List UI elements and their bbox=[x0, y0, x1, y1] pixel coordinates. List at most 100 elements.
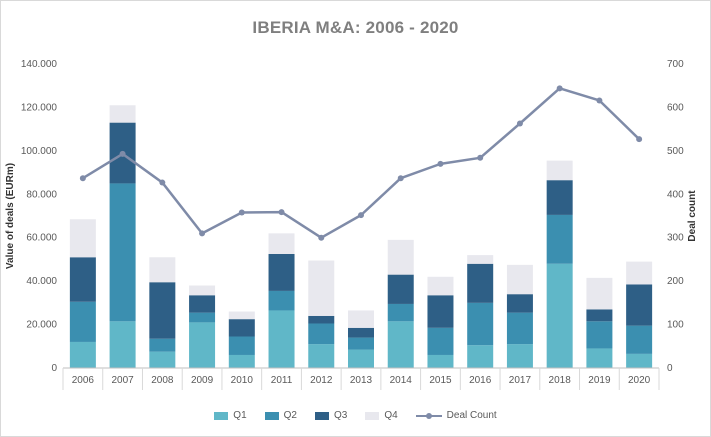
x-tick-label: 2013 bbox=[350, 375, 373, 386]
bar-q1 bbox=[228, 354, 255, 368]
bar-q2 bbox=[149, 338, 176, 352]
y-tick-label: 100.000 bbox=[21, 146, 58, 157]
bar-q4 bbox=[626, 261, 653, 285]
bar-q3 bbox=[348, 327, 374, 338]
bar-q2 bbox=[546, 214, 573, 264]
bar-q3 bbox=[546, 180, 573, 215]
legend-swatch-q2 bbox=[264, 411, 279, 420]
bar-q2 bbox=[506, 312, 533, 345]
bar-q4 bbox=[387, 239, 414, 275]
legend-label-q4: Q4 bbox=[384, 410, 398, 421]
bar-q4 bbox=[149, 257, 176, 283]
y-tick-label: 0 bbox=[51, 363, 57, 374]
bar-q2 bbox=[228, 336, 255, 355]
legend-item-deal-count: Deal Count bbox=[415, 410, 497, 421]
y-tick-label: 120.000 bbox=[21, 102, 58, 113]
x-tick-label: 2007 bbox=[111, 375, 134, 386]
bar-q2 bbox=[387, 303, 414, 322]
y-tick-label: 80.000 bbox=[26, 189, 57, 200]
bar-q3 bbox=[626, 284, 653, 326]
deal-count-point bbox=[556, 85, 563, 92]
bar-q1 bbox=[506, 344, 533, 368]
deal-count-point bbox=[159, 179, 166, 186]
y-tick-label: 140.000 bbox=[21, 59, 58, 70]
bar-q4 bbox=[348, 310, 374, 328]
x-tick-label: 2010 bbox=[231, 375, 254, 386]
bar-q3 bbox=[467, 263, 494, 303]
bar-q3 bbox=[506, 294, 533, 313]
bar-q1 bbox=[546, 263, 573, 368]
y2-tick-label: 400 bbox=[667, 189, 684, 200]
legend-item-q3: Q3 bbox=[314, 410, 348, 421]
deal-count-point bbox=[119, 150, 126, 157]
y2-tick-label: 600 bbox=[667, 102, 684, 113]
y-tick-label: 20.000 bbox=[26, 320, 57, 331]
legend-swatch-deal-count bbox=[415, 412, 442, 420]
bar-q1 bbox=[586, 348, 613, 368]
deal-count-point bbox=[516, 120, 523, 127]
bar-q1 bbox=[427, 354, 454, 368]
deal-count-point bbox=[79, 175, 86, 182]
legend-item-q1: Q1 bbox=[214, 410, 247, 421]
bar-q2 bbox=[348, 337, 374, 350]
legend-item-q4: Q4 bbox=[365, 410, 398, 421]
x-tick-label: 2008 bbox=[151, 375, 174, 386]
bar-q1 bbox=[308, 344, 335, 368]
bar-q3 bbox=[228, 319, 255, 337]
bar-q2 bbox=[268, 290, 295, 311]
legend-label-q2: Q2 bbox=[283, 410, 297, 421]
bar-q1 bbox=[626, 353, 653, 368]
y2-tick-label: 700 bbox=[667, 59, 684, 70]
bar-q4 bbox=[506, 264, 533, 295]
x-tick-label: 2020 bbox=[628, 375, 651, 386]
legend-label-q3: Q3 bbox=[333, 410, 348, 421]
bar-q3 bbox=[427, 295, 454, 328]
x-tick-label: 2009 bbox=[191, 375, 214, 386]
y-tick-label: 60.000 bbox=[26, 233, 57, 244]
y-tick-label: 40.000 bbox=[26, 276, 57, 287]
bar-q1 bbox=[268, 310, 295, 368]
bar-q1 bbox=[189, 322, 216, 368]
bar-q1 bbox=[467, 345, 494, 368]
x-tick-label: 2012 bbox=[310, 375, 333, 386]
y2-tick-label: 100 bbox=[667, 320, 684, 331]
bar-q4 bbox=[228, 311, 255, 320]
y-axis-title: Value of deals (EURm) bbox=[5, 163, 16, 269]
bar-q3 bbox=[69, 257, 96, 302]
deal-count-point bbox=[397, 175, 404, 182]
bar-q1 bbox=[387, 321, 414, 368]
bar-q4 bbox=[268, 233, 295, 254]
x-tick-label: 2014 bbox=[390, 375, 413, 386]
legend-label-q1: Q1 bbox=[233, 410, 247, 421]
bar-q3 bbox=[149, 282, 176, 339]
deal-count-point bbox=[278, 209, 285, 216]
legend-label-deal-count: Deal Count bbox=[446, 410, 497, 421]
bar-q3 bbox=[586, 309, 613, 322]
x-tick-label: 2016 bbox=[469, 375, 492, 386]
y2-tick-label: 500 bbox=[667, 146, 684, 157]
bar-q1 bbox=[69, 341, 96, 368]
x-tick-label: 2017 bbox=[509, 375, 532, 386]
bar-q4 bbox=[189, 285, 216, 296]
y2-tick-label: 0 bbox=[667, 363, 673, 374]
bar-q2 bbox=[626, 325, 653, 354]
bar-q3 bbox=[189, 295, 216, 313]
bar-q3 bbox=[387, 274, 414, 304]
bar-q4 bbox=[427, 276, 454, 296]
bar-q2 bbox=[586, 321, 613, 349]
bar-q2 bbox=[109, 183, 136, 322]
bar-q2 bbox=[189, 312, 216, 323]
bar-q2 bbox=[69, 301, 96, 342]
x-tick-label: 2019 bbox=[588, 375, 611, 386]
bar-q3 bbox=[268, 254, 295, 291]
x-tick-label: 2015 bbox=[429, 375, 452, 386]
x-tick-label: 2018 bbox=[549, 375, 572, 386]
bar-q4 bbox=[308, 260, 335, 316]
legend-swatch-q3 bbox=[314, 411, 329, 420]
deal-count-point bbox=[636, 136, 643, 143]
chart-title: IBERIA M&A: 2006 - 2020 bbox=[252, 18, 459, 37]
deal-count-point bbox=[199, 230, 206, 237]
bar-q4 bbox=[69, 219, 96, 258]
bar-q4 bbox=[109, 105, 136, 123]
deal-count-point bbox=[318, 234, 325, 241]
